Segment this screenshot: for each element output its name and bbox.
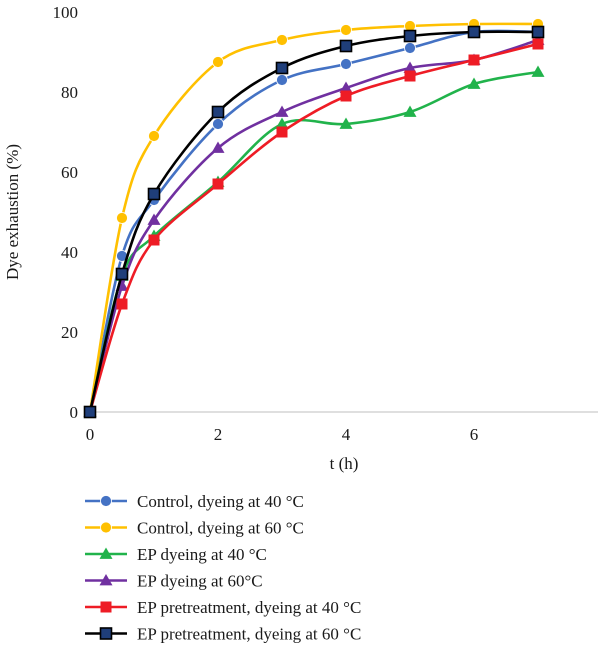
data-point: [211, 105, 225, 119]
data-point: [531, 25, 545, 39]
data-point: [340, 58, 352, 70]
data-point: [276, 34, 288, 46]
data-point: [403, 29, 417, 43]
legend-label: Control, dyeing at 60 °C: [137, 519, 304, 538]
legend-item: EP pretreatment, dyeing at 40 °C: [85, 598, 361, 617]
y-tick-label: 80: [61, 83, 78, 102]
legend-marker: [100, 495, 112, 507]
y-tick-label: 40: [61, 243, 78, 262]
y-tick-label: 100: [53, 3, 79, 22]
legend-marker: [99, 547, 113, 559]
data-point: [211, 141, 225, 153]
legend-item: EP pretreatment, dyeing at 60 °C: [85, 625, 361, 644]
data-point: [339, 117, 353, 129]
y-axis-label: Dye exhaustion (%): [3, 144, 22, 280]
legend-label: Control, dyeing at 40 °C: [137, 492, 304, 511]
data-point: [340, 24, 352, 36]
legend-label: EP dyeing at 40 °C: [137, 545, 267, 564]
series-6: [83, 25, 545, 419]
data-point: [147, 213, 161, 225]
series-5: [84, 38, 544, 418]
data-point: [275, 105, 289, 117]
data-point: [468, 54, 480, 66]
x-tick-label: 4: [342, 425, 351, 444]
legend-marker: [99, 574, 113, 586]
data-point: [275, 61, 289, 75]
legend-item: Control, dyeing at 40 °C: [85, 492, 304, 511]
data-point: [467, 77, 481, 89]
data-point: [116, 212, 128, 224]
y-tick-label: 0: [70, 403, 79, 422]
data-point: [403, 61, 417, 73]
legend-label: EP pretreatment, dyeing at 60 °C: [137, 625, 361, 644]
data-point: [83, 405, 97, 419]
data-point: [276, 74, 288, 86]
data-point: [531, 65, 545, 77]
data-point: [212, 178, 224, 190]
x-axis-label: t (h): [330, 454, 359, 473]
x-tick-label: 2: [214, 425, 223, 444]
data-point: [212, 118, 224, 130]
legend: Control, dyeing at 40 °C Control, dyeing …: [85, 492, 361, 644]
legend-marker: [100, 601, 112, 613]
data-point: [147, 187, 161, 201]
data-point: [276, 126, 288, 138]
data-point: [212, 56, 224, 68]
data-point: [148, 130, 160, 142]
series-4: [83, 33, 545, 417]
series-line: [88, 38, 539, 413]
data-point: [116, 298, 128, 310]
data-point: [339, 81, 353, 93]
legend-marker: [99, 627, 113, 640]
series-layer: [83, 18, 545, 419]
data-point: [148, 234, 160, 246]
x-axis-ticks: 0 2 4 6: [86, 425, 479, 444]
y-tick-label: 20: [61, 323, 78, 342]
x-tick-label: 6: [470, 425, 479, 444]
series-line: [88, 42, 539, 413]
legend-marker: [100, 521, 112, 534]
series-line: [88, 30, 539, 413]
data-point: [403, 105, 417, 117]
data-point: [404, 42, 416, 54]
data-point: [339, 39, 353, 53]
data-point: [467, 25, 481, 39]
legend-item: Control, dyeing at 60 °C: [85, 519, 304, 538]
data-point: [275, 117, 289, 129]
data-point: [404, 70, 416, 82]
y-tick-label: 60: [61, 163, 78, 182]
data-point: [340, 90, 352, 102]
x-tick-label: 0: [86, 425, 95, 444]
data-point: [532, 38, 544, 50]
legend-item: EP dyeing at 40 °C: [85, 545, 267, 564]
legend-item: EP dyeing at 60°C: [85, 572, 263, 591]
series-line: [88, 22, 539, 413]
legend-label: EP dyeing at 60°C: [137, 572, 263, 591]
legend-label: EP pretreatment, dyeing at 40 °C: [137, 598, 361, 617]
y-axis-ticks: 0 20 40 60 80 100: [53, 3, 79, 422]
data-point: [115, 267, 129, 281]
